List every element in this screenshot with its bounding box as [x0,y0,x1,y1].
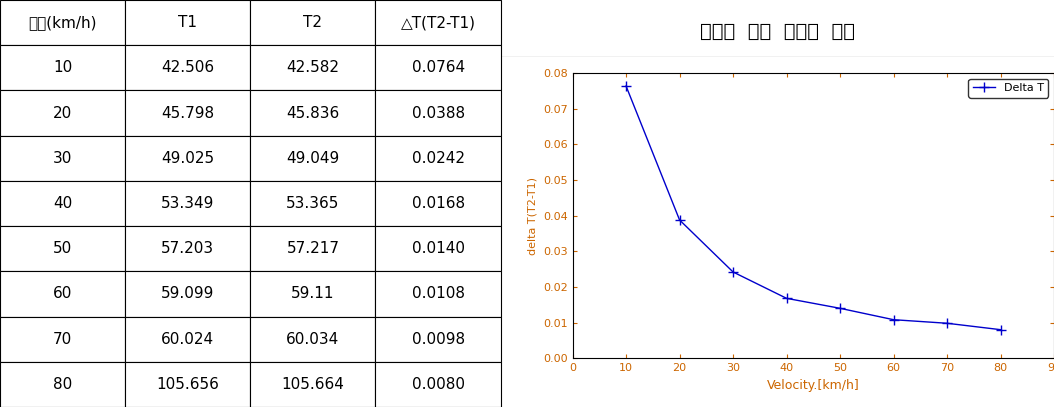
Delta T [674,217,686,222]
Delta T [994,327,1007,332]
Y-axis label: delta T(T2-T1): delta T(T2-T1) [527,177,538,255]
Delta T [941,321,954,326]
Legend: Delta T: Delta T [969,79,1049,98]
Delta T [834,306,846,311]
Delta T [727,269,740,274]
Delta T [780,296,793,301]
Delta T [887,317,900,322]
Delta T [620,84,632,89]
Line: Delta T: Delta T [621,81,1006,335]
Text: 속도에  따른  접지장  길이: 속도에 따른 접지장 길이 [700,22,855,41]
X-axis label: Velocity.[km/h]: Velocity.[km/h] [767,379,860,392]
